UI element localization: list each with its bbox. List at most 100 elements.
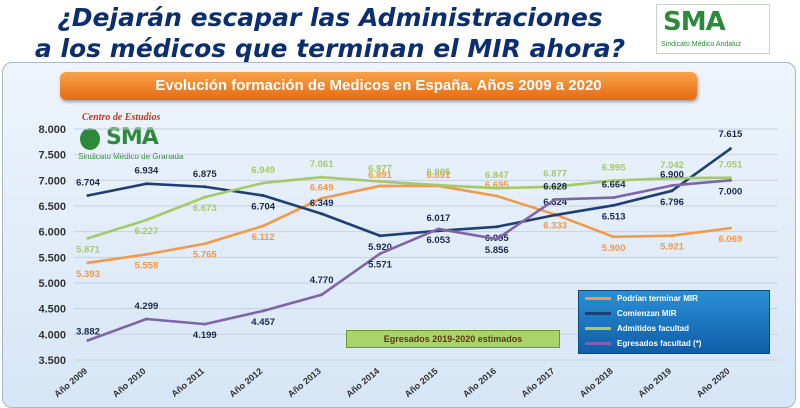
data-label: 6.875 xyxy=(193,169,217,180)
data-label: 6.628 xyxy=(543,181,567,192)
data-label: 6.905 xyxy=(427,167,451,178)
data-point xyxy=(320,293,324,297)
caduceus-icon xyxy=(80,128,100,150)
data-point xyxy=(86,194,90,198)
data-point xyxy=(670,234,674,238)
estimate-note: Egresados 2019-2020 estimados xyxy=(346,330,560,348)
y-tick-label: 3.500 xyxy=(38,355,66,367)
data-point xyxy=(612,203,616,207)
legend-item: Admitidos facultad xyxy=(579,321,769,336)
legend-item: Comienzan MIR xyxy=(579,306,769,321)
x-tick-label: Año 2015 xyxy=(403,366,440,399)
data-label: 6.977 xyxy=(368,164,392,175)
legend-swatch xyxy=(585,297,611,300)
y-tick-label: 6.000 xyxy=(38,227,66,239)
sma-logo-mark: SMA xyxy=(663,7,726,37)
y-tick-label: 6.500 xyxy=(38,201,66,213)
data-label: 6.333 xyxy=(543,221,567,232)
data-point xyxy=(495,225,499,229)
data-label: 4.770 xyxy=(310,275,334,286)
data-label: 5.920 xyxy=(368,242,392,253)
data-label: 6.995 xyxy=(602,163,626,174)
data-point xyxy=(203,322,207,326)
x-tick-label: Año 2013 xyxy=(286,366,323,399)
data-point xyxy=(670,176,674,180)
data-label: 6.796 xyxy=(660,197,684,208)
data-point xyxy=(612,235,616,239)
data-label: 6.673 xyxy=(193,203,217,214)
sma-logo: SMA Sindicato Médico Andaluz xyxy=(656,4,770,54)
data-label: 6.069 xyxy=(719,234,743,245)
x-tick-label: Año 2018 xyxy=(578,366,615,399)
data-point xyxy=(612,196,616,200)
data-label: 7.615 xyxy=(719,129,743,140)
y-tick-label: 8.000 xyxy=(38,124,66,136)
y-tick-label: 5.500 xyxy=(38,252,66,264)
data-label: 6.704 xyxy=(251,202,275,213)
x-tick-label: Año 2014 xyxy=(344,366,381,399)
data-point xyxy=(553,197,557,201)
legend-item: Egresados facultad (*) xyxy=(579,336,769,351)
data-point xyxy=(86,236,90,240)
data-label: 5.393 xyxy=(76,269,100,280)
data-label: 6.934 xyxy=(135,166,159,177)
data-label: 5.571 xyxy=(368,260,392,271)
data-label: 6.891 xyxy=(427,170,451,181)
headline: ¿Dejarán escapar las Administraciones a … xyxy=(0,2,660,64)
data-point xyxy=(86,261,90,265)
data-point xyxy=(728,147,732,151)
data-label: 6.695 xyxy=(485,180,509,191)
chart-title: Evolución formación de Medicos en España… xyxy=(60,72,697,100)
data-point xyxy=(203,185,207,189)
series-line xyxy=(87,184,731,265)
data-point xyxy=(261,181,265,185)
data-point xyxy=(144,218,148,222)
data-label: 6.349 xyxy=(310,198,334,209)
data-label: 5.558 xyxy=(135,260,159,271)
sma-logo-subtitle: Sindicato Médico Andaluz xyxy=(661,41,742,48)
data-point xyxy=(378,234,382,238)
data-label: 5.921 xyxy=(660,242,684,253)
data-label: 6.112 xyxy=(252,232,275,243)
data-label: 3.882 xyxy=(76,326,100,337)
data-point xyxy=(320,196,324,200)
legend-label: Egresados facultad (*) xyxy=(617,339,702,348)
data-label: 6.664 xyxy=(602,180,626,191)
data-label: 6.847 xyxy=(485,170,509,181)
data-point xyxy=(495,186,499,190)
data-label: 7.000 xyxy=(719,186,743,197)
x-tick-label: Año 2016 xyxy=(461,366,498,399)
data-label: 7.061 xyxy=(310,159,334,170)
centro-estudios-title: Centro de Estudios xyxy=(82,112,161,123)
x-tick-label: Año 2010 xyxy=(111,366,148,399)
data-label: 6.513 xyxy=(602,211,626,222)
data-point xyxy=(378,180,382,184)
data-point xyxy=(436,183,440,187)
data-label: 4.457 xyxy=(251,317,275,328)
data-point xyxy=(728,226,732,230)
data-point xyxy=(203,242,207,246)
data-point xyxy=(612,179,616,183)
data-point xyxy=(436,227,440,231)
series-line xyxy=(87,147,732,238)
legend-label: Comienzan MIR xyxy=(617,309,677,318)
x-tick-label: Año 2020 xyxy=(695,366,732,399)
data-label: 6.891 xyxy=(368,170,392,181)
y-tick-label: 7.500 xyxy=(38,150,66,162)
data-point xyxy=(670,183,674,187)
data-label: 5.765 xyxy=(193,250,217,261)
data-point xyxy=(495,237,499,241)
x-tick-label: Año 2009 xyxy=(52,366,89,399)
data-point xyxy=(553,213,557,217)
headline-line-2: a los médicos que terminan el MIR ahora? xyxy=(34,34,626,63)
data-point xyxy=(320,212,324,216)
series-line xyxy=(87,175,731,240)
data-point xyxy=(728,178,732,182)
y-tick-label: 4.000 xyxy=(38,329,66,341)
data-label: 6.324 xyxy=(543,197,567,208)
x-tick-label: Año 2019 xyxy=(636,366,673,399)
headline-line-1: ¿Dejarán escapar las Administraciones xyxy=(57,3,603,32)
x-tick-label: Año 2017 xyxy=(519,366,556,399)
data-label: 5.856 xyxy=(485,245,509,256)
